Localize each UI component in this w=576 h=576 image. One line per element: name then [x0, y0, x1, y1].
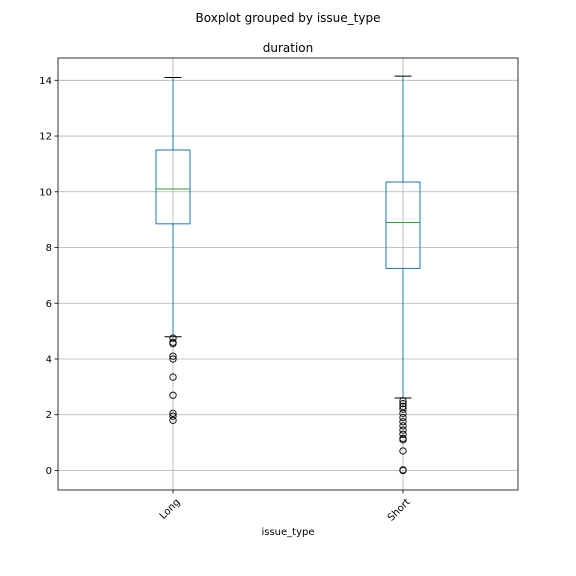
outlier-point [399, 426, 407, 434]
outlier-point [399, 430, 407, 438]
y-tick-label: 8 [46, 243, 52, 254]
axes-frame [57, 57, 519, 491]
y-tick-label: 10 [39, 187, 52, 198]
box-group-long [155, 77, 191, 424]
y-ticks: 0 2 4 6 8 10 12 14 [39, 76, 58, 477]
outlier-point [399, 402, 407, 411]
outlier-point [399, 418, 407, 426]
y-tick-label: 2 [46, 410, 52, 421]
iqr-box [155, 149, 191, 225]
iqr-box [385, 181, 421, 269]
y-tick-label: 0 [46, 466, 52, 477]
outlier-point [169, 412, 177, 420]
y-tick-label: 12 [39, 132, 52, 143]
outlier-point [169, 373, 177, 381]
outlier-point [169, 334, 177, 342]
box-layer [155, 75, 421, 475]
outlier-point [399, 436, 407, 444]
outlier-point [399, 422, 407, 430]
outlier-point [169, 391, 177, 399]
outlier-point [169, 340, 177, 348]
box-group-short [385, 75, 421, 475]
outlier-point [399, 466, 407, 475]
outlier-point [399, 409, 407, 418]
y-tick-label: 4 [46, 355, 52, 366]
outlier-point [169, 416, 177, 424]
y-tick-label: 14 [39, 76, 52, 87]
figure-suptitle: Boxplot grouped by issue_type [196, 11, 381, 25]
x-axis-label: issue_type [261, 527, 314, 538]
outlier-point [399, 413, 407, 422]
outlier-point [399, 447, 407, 455]
axes-title: duration [263, 41, 314, 55]
outlier-point [399, 397, 407, 405]
outlier-point [169, 355, 177, 363]
outlier-point [169, 409, 177, 418]
outlier-point [399, 405, 407, 413]
outlier-point [399, 399, 407, 408]
y-tick-label: 6 [46, 299, 52, 310]
outlier-point [169, 352, 177, 360]
